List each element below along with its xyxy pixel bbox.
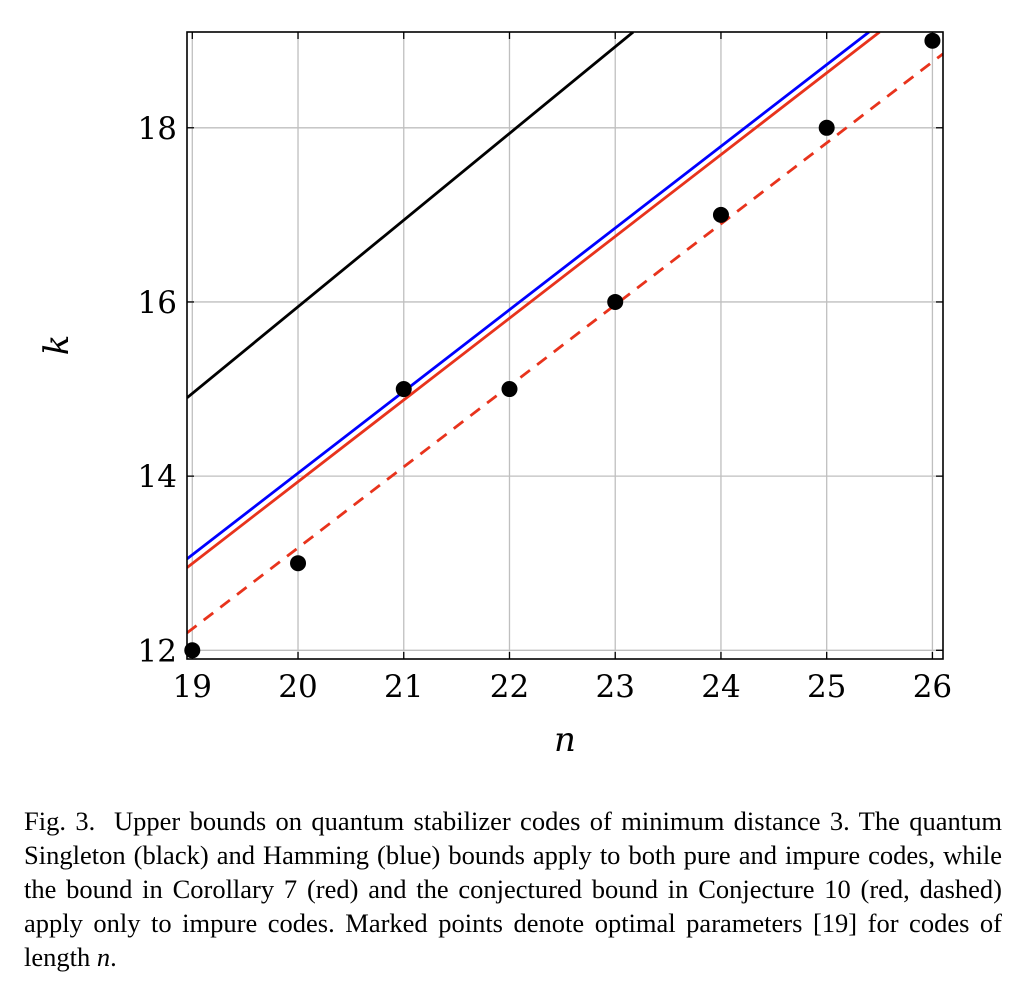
data-point	[712, 206, 729, 223]
data-points	[184, 32, 941, 659]
x-tick-label: 21	[384, 669, 423, 705]
caption-label: Fig. 3.	[24, 806, 96, 836]
data-point	[607, 293, 624, 310]
figure-caption: Fig. 3. Upper bounds on quantum stabiliz…	[24, 804, 1002, 974]
x-tick-label: 25	[807, 669, 846, 705]
conjectured-bound-line	[187, 52, 943, 635]
y-axis-label: k	[37, 335, 77, 356]
caption-variable: n	[96, 942, 111, 972]
x-axis-label: n	[554, 720, 576, 760]
series-lines	[187, 32, 943, 635]
grid	[187, 32, 943, 659]
y-tick-label: 18	[138, 111, 177, 147]
x-tick-label: 19	[173, 669, 212, 705]
y-tick-label: 14	[138, 459, 177, 495]
data-point	[818, 119, 835, 136]
x-tick-label: 22	[490, 669, 529, 705]
y-tick-label: 12	[138, 633, 177, 669]
caption-end: .	[110, 942, 117, 972]
x-tick-label: 20	[278, 669, 317, 705]
data-point	[924, 32, 941, 49]
corollary-bound-line	[187, 32, 881, 569]
data-point	[395, 381, 412, 398]
x-tick-label: 24	[701, 669, 740, 705]
x-tick-label: 23	[595, 669, 634, 705]
singleton-bound-line	[187, 32, 635, 399]
data-point	[501, 381, 518, 398]
plot-frame	[186, 31, 944, 660]
tick-labels: 19 20 21 22 23 24 25 26 12 14 16 18	[138, 111, 953, 705]
data-point	[290, 555, 307, 572]
caption-text: Upper bounds on quantum stabilizer codes…	[24, 806, 1002, 972]
tick-marks	[187, 32, 943, 659]
x-tick-label: 26	[913, 669, 952, 705]
y-tick-label: 16	[138, 285, 177, 321]
hamming-bound-line	[187, 32, 870, 561]
